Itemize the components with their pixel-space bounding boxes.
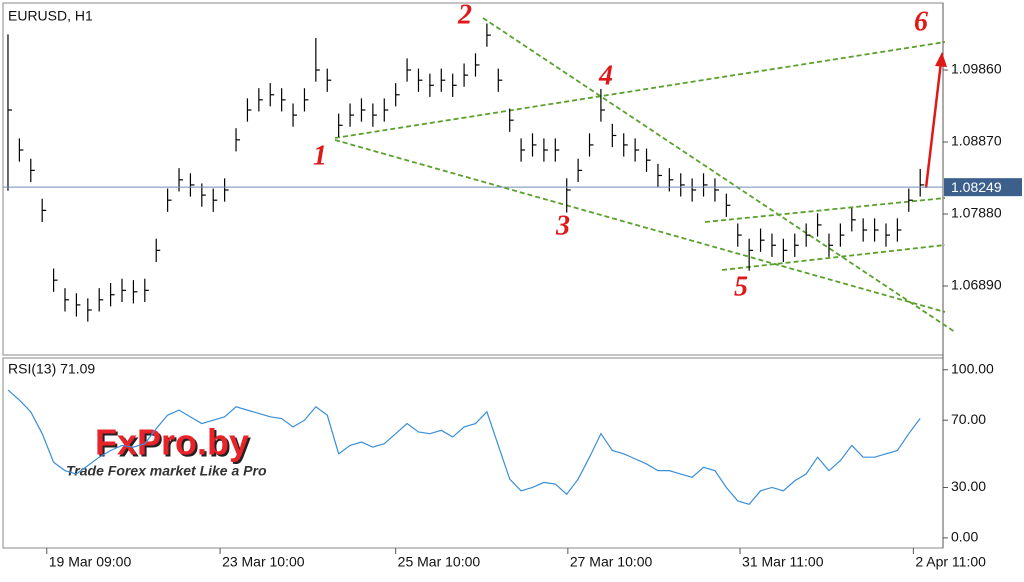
y-tick-label: 1.06890 [951, 277, 1002, 293]
trend-line [482, 17, 956, 333]
wave-label: 5 [734, 271, 748, 302]
y-tick-label: 30.00 [951, 478, 986, 494]
arrow-head [935, 52, 947, 67]
chart-title: EURUSD, H1 [8, 8, 93, 24]
y-tick-label: 1.09860 [951, 61, 1002, 77]
arrow-shaft [924, 61, 943, 189]
y-tick-label: 100.00 [951, 360, 994, 376]
x-tick-label: 23 Mar 10:00 [222, 554, 305, 570]
rsi-title: RSI(13) 71.09 [8, 361, 95, 377]
main-panel [2, 2, 944, 356]
x-tick-label: 19 Mar 09:00 [49, 554, 132, 570]
y-tick-label: 70.00 [951, 411, 986, 427]
y-tick-label: 0.00 [951, 529, 978, 545]
x-tick-label: 27 Mar 10:00 [570, 554, 653, 570]
wave-label: 1 [313, 140, 327, 171]
wave-label: 6 [914, 6, 928, 37]
y-tick-label: 1.07880 [951, 205, 1002, 221]
last-price-box [944, 178, 1022, 197]
wave-label: 2 [457, 0, 472, 30]
watermark-shadow: FxPro.by [97, 424, 251, 465]
trend-line [334, 41, 946, 139]
x-tick-label: 25 Mar 10:00 [398, 554, 481, 570]
trend-line [334, 139, 946, 313]
last-price-label: 1.08249 [951, 179, 1002, 195]
x-tick-label: 2 Apr 11:00 [915, 554, 986, 570]
watermark: FxPro.by [95, 422, 249, 463]
trend-line [721, 244, 946, 271]
forecast-arrow [924, 52, 947, 189]
x-tick-label: 31 Mar 11:00 [742, 554, 824, 570]
rsi-line [7, 389, 921, 505]
wave-label: 3 [555, 210, 570, 241]
trend-line [704, 197, 946, 223]
wave-label: 4 [598, 60, 613, 91]
y-tick-label: 1.08870 [951, 133, 1002, 149]
trend-lines [334, 17, 956, 333]
watermark-slogan: Trade Forex market Like a Pro [66, 463, 267, 479]
